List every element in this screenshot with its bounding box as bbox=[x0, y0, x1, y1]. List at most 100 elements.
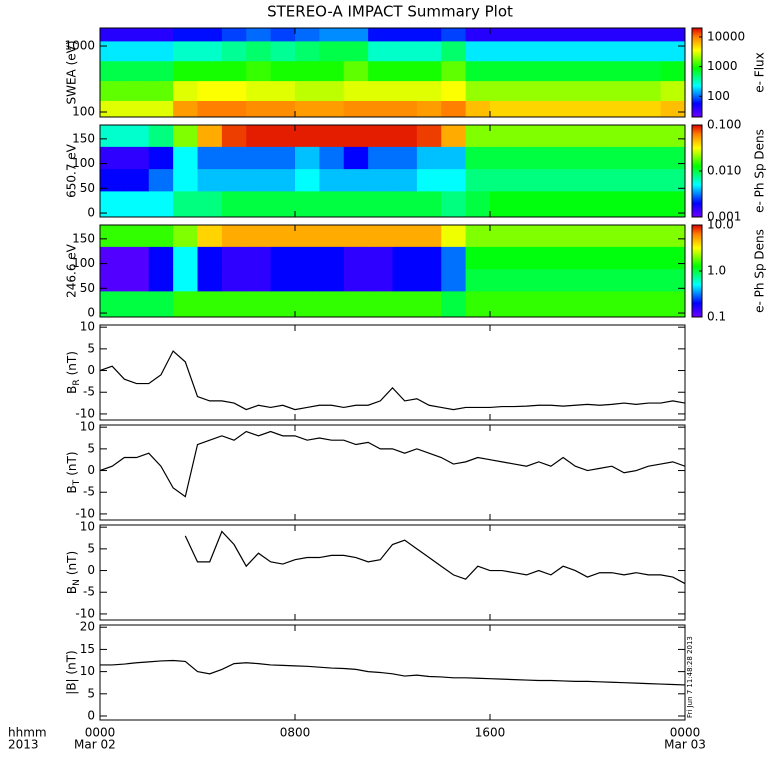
heatmap-cell bbox=[538, 125, 564, 147]
heatmap-cell bbox=[636, 28, 662, 42]
panel-frame bbox=[99, 324, 686, 421]
heatmap-cell bbox=[295, 246, 320, 270]
x-tick-label: 0000 bbox=[85, 726, 116, 740]
heatmap-cell bbox=[514, 290, 540, 317]
y-tick-label: 0 bbox=[87, 306, 95, 320]
heatmap-cell bbox=[148, 60, 174, 82]
heatmap-cell bbox=[563, 168, 589, 192]
heatmap-cell bbox=[587, 80, 613, 101]
x-date-label: Mar 02 bbox=[74, 738, 116, 752]
heatmap-cell bbox=[173, 225, 199, 247]
heatmap-cell bbox=[514, 190, 540, 217]
panel-frame bbox=[99, 524, 686, 621]
heatmap-cell bbox=[221, 290, 247, 317]
heatmap-cell bbox=[100, 125, 125, 147]
y-label-unit: (nT) bbox=[65, 551, 79, 575]
heatmap-cell bbox=[587, 28, 613, 42]
heatmap-cell bbox=[514, 146, 540, 170]
heatmap-cell bbox=[100, 100, 125, 117]
heatmap-cell bbox=[173, 168, 199, 192]
y-tick-label: 5 bbox=[87, 541, 95, 555]
heatmap-cell bbox=[563, 268, 589, 292]
y-tick-label: 100 bbox=[72, 105, 95, 119]
heatmap-cell bbox=[246, 146, 272, 170]
heatmap-cell bbox=[295, 100, 320, 117]
y-label-symbol: B bbox=[65, 586, 79, 594]
heatmap-cell bbox=[173, 100, 199, 117]
heatmap-cell bbox=[343, 80, 369, 101]
heatmap-cell bbox=[636, 60, 662, 82]
heatmap-cell bbox=[368, 28, 394, 42]
colorbar-label: e- Flux bbox=[753, 52, 767, 92]
heatmap-cell bbox=[538, 190, 564, 217]
heatmap-cell bbox=[319, 268, 345, 292]
heatmap-cell bbox=[490, 80, 515, 101]
heatmap-cell bbox=[319, 168, 345, 192]
heatmap-cell bbox=[514, 268, 540, 292]
heatmap-cell bbox=[636, 125, 662, 147]
heatmap-cell bbox=[416, 80, 442, 101]
panel-plot bbox=[100, 28, 685, 117]
y-axis-label: BN (nT) bbox=[65, 551, 82, 594]
heatmap-cell bbox=[636, 80, 662, 101]
y-tick-label: -10 bbox=[75, 606, 95, 620]
heatmap-cell bbox=[295, 225, 320, 247]
heatmap-cell bbox=[295, 168, 320, 192]
data-line bbox=[184, 530, 685, 585]
heatmap-cell bbox=[611, 80, 637, 101]
heatmap-cell bbox=[563, 246, 589, 270]
heatmap-cell bbox=[368, 100, 394, 117]
heatmap-cell bbox=[197, 80, 223, 101]
heatmap-cell bbox=[197, 100, 223, 117]
heatmap-cell bbox=[197, 168, 223, 192]
heatmap-cell bbox=[319, 100, 345, 117]
y-tick-label: -10 bbox=[75, 406, 95, 420]
y-tick-label: -5 bbox=[83, 485, 95, 499]
y-tick-label: 0 bbox=[87, 363, 95, 377]
heatmap-cell bbox=[368, 190, 394, 217]
heatmap-cell bbox=[416, 168, 442, 192]
heatmap-cell bbox=[538, 40, 564, 62]
heatmap-cell bbox=[660, 28, 685, 42]
heatmap-cell bbox=[100, 290, 125, 317]
heatmap-cell bbox=[368, 40, 394, 62]
heatmap-cell bbox=[441, 225, 467, 247]
heatmap-cell bbox=[173, 290, 199, 317]
heatmap-cell bbox=[392, 60, 418, 82]
heatmap-cell bbox=[343, 125, 369, 147]
heatmap-cell bbox=[343, 60, 369, 82]
heatmap-cell bbox=[124, 28, 150, 42]
heatmap-cell bbox=[246, 40, 272, 62]
heatmap-cell bbox=[197, 268, 223, 292]
heatmap-cell bbox=[514, 125, 540, 147]
panel-frame bbox=[99, 124, 686, 218]
heatmap-cell bbox=[416, 268, 442, 292]
heatmap-cell bbox=[148, 146, 174, 170]
heatmap-cell bbox=[416, 146, 442, 170]
heatmap-cell bbox=[660, 80, 685, 101]
heatmap-cell bbox=[221, 246, 247, 270]
heatmap-cell bbox=[246, 246, 272, 270]
heatmap-cell bbox=[246, 100, 272, 117]
y-tick-label: 50 bbox=[80, 281, 95, 295]
heatmap-cell bbox=[100, 146, 125, 170]
heatmap-cell bbox=[490, 168, 515, 192]
heatmap-cell bbox=[490, 125, 515, 147]
heatmap-cell bbox=[611, 290, 637, 317]
y-axis-label: 650.7 eV bbox=[65, 143, 79, 198]
heatmap-cell bbox=[270, 146, 296, 170]
colorbar-tick-label: 0.001 bbox=[707, 210, 741, 224]
heatmap-cell bbox=[124, 268, 150, 292]
heatmap-cell bbox=[100, 268, 125, 292]
heatmap-cell bbox=[270, 60, 296, 82]
heatmap-cell bbox=[173, 40, 199, 62]
y-tick-label: 0 bbox=[87, 709, 95, 723]
heatmap-cell bbox=[148, 100, 174, 117]
heatmap-cell bbox=[197, 146, 223, 170]
panel-frame bbox=[99, 224, 686, 318]
heatmap-cell bbox=[416, 60, 442, 82]
heatmap-cell bbox=[100, 28, 125, 42]
heatmap-cell bbox=[441, 246, 467, 270]
heatmap-cell bbox=[611, 225, 637, 247]
